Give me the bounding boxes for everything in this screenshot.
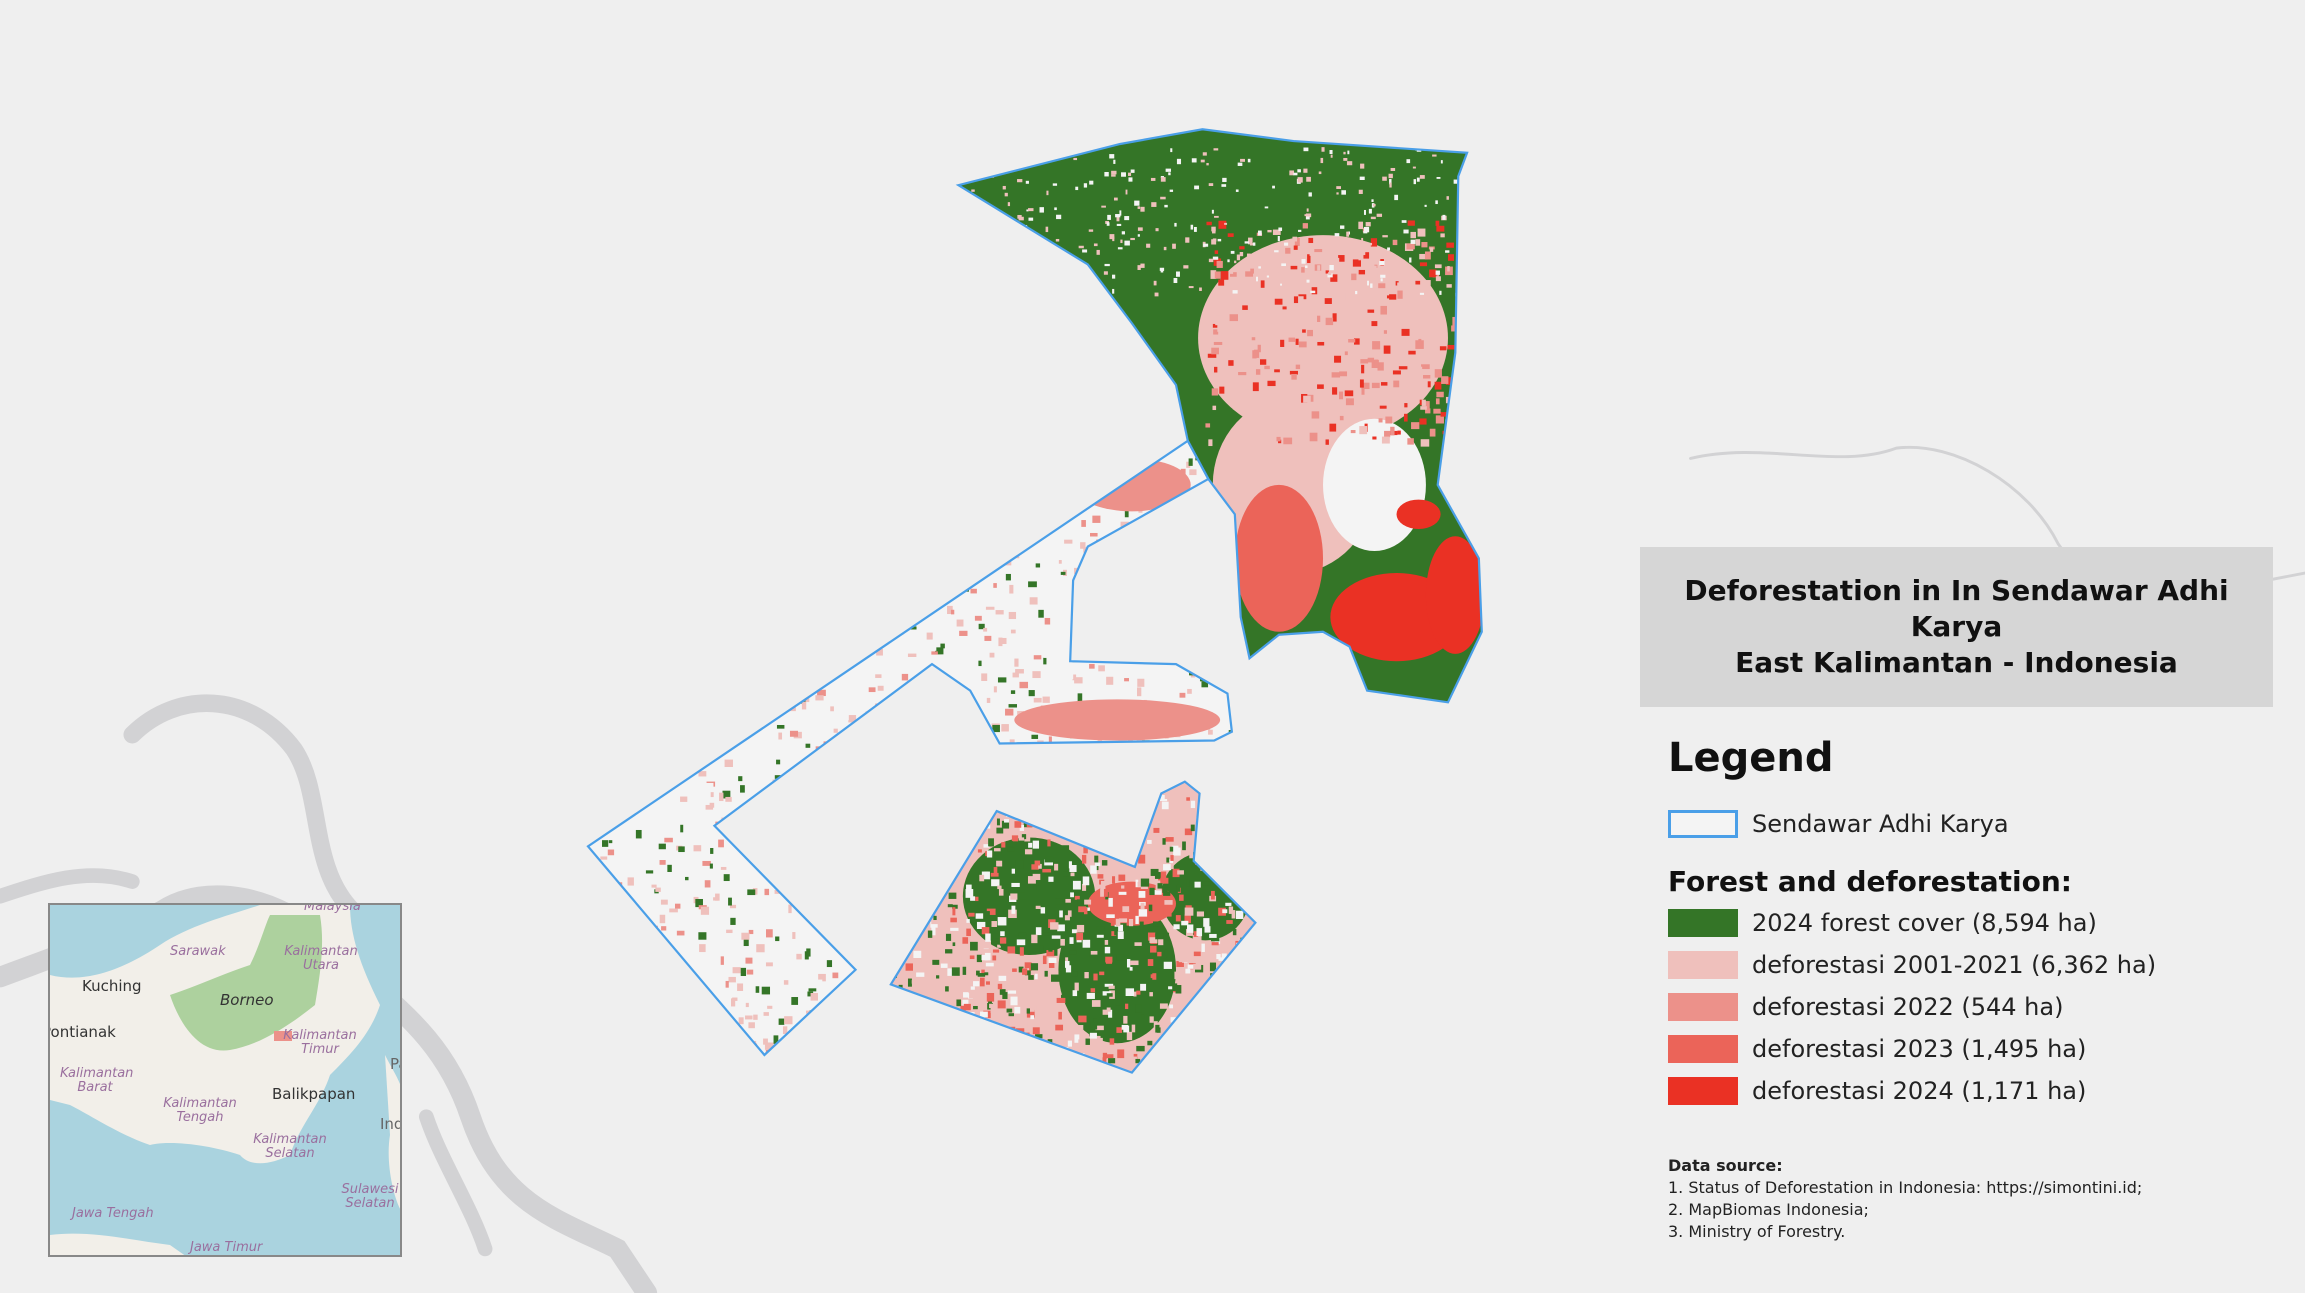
label-sarawak: Sarawak (170, 944, 226, 959)
legend-item: deforestasi 2023 (1,495 ha) (1668, 1028, 2268, 1070)
data-source: Data source: 1. Status of Deforestation … (1668, 1155, 2142, 1243)
legend: Legend Sendawar Adhi Karya Forest and de… (1668, 735, 2268, 1112)
label-kaltim: Kalimantan Timur (283, 1028, 357, 1057)
label-borneo: Borneo (220, 991, 274, 1009)
label-balikpapan: Balikpapan (272, 1085, 356, 1103)
data-source-line: 2. MapBiomas Indonesia; (1668, 1200, 1869, 1219)
legend-label: Sendawar Adhi Karya (1752, 810, 2009, 838)
legend-label: deforestasi 2001-2021 (6,362 ha) (1752, 951, 2157, 979)
label-kalsel: Kalimantan Selatan (253, 1132, 327, 1161)
label-kalteng: Kalimantan Tengah (163, 1096, 237, 1125)
map-title-line2: East Kalimantan - Indonesia (1735, 646, 2178, 679)
legend-item: deforestasi 2024 (1,171 ha) (1668, 1070, 2268, 1112)
label-pa: Pa (390, 1055, 400, 1073)
legend-label: deforestasi 2022 (544 ha) (1752, 993, 2064, 1021)
boundary-outline[interactable] (586, 128, 1483, 1074)
label-sulsel: Sulawesi Selatan (341, 1182, 399, 1211)
legend-swatch (1668, 951, 1738, 979)
legend-section-title: Forest and deforestation: (1668, 865, 2072, 898)
label-pontianak: Pontianak (48, 1023, 116, 1041)
legend-item-boundary: Sendawar Adhi Karya (1668, 803, 2268, 845)
label-malaysia: Malaysia (304, 903, 361, 914)
map-title-box: Deforestation in In Sendawar Adhi Karya … (1640, 547, 2273, 707)
legend-label: deforestasi 2023 (1,495 ha) (1752, 1035, 2087, 1063)
legend-item: 2024 forest cover (8,594 ha) (1668, 902, 2268, 944)
legend-item: deforestasi 2022 (544 ha) (1668, 986, 2268, 1028)
data-source-heading: Data source: (1668, 1156, 1783, 1175)
label-kaltara: Kalimantan Utara (284, 944, 358, 973)
legend-swatch (1668, 1077, 1738, 1105)
data-source-line: 1. Status of Deforestation in Indonesia:… (1668, 1178, 2143, 1197)
boundary-swatch (1668, 810, 1738, 838)
legend-swatch (1668, 1035, 1738, 1063)
legend-label: 2024 forest cover (8,594 ha) (1752, 909, 2097, 937)
legend-heading: Legend (1668, 735, 1834, 781)
locator-inset-map[interactable]: Malaysia Sarawak Kalimantan Utara Kuchin… (48, 903, 402, 1257)
map-title-line1: Deforestation in In Sendawar Adhi Karya (1684, 574, 2229, 643)
label-indonesia: Ind (380, 1115, 402, 1133)
legend-item: deforestasi 2001-2021 (6,362 ha) (1668, 944, 2268, 986)
label-jateng: Jawa Tengah (72, 1206, 154, 1221)
label-kalbar: Kalimantan Barat (60, 1066, 134, 1095)
study-area-marker (274, 1031, 292, 1041)
label-kuching: Kuching (82, 977, 142, 995)
south-block-fill (890, 781, 1256, 1073)
data-source-line: 3. Ministry of Forestry. (1668, 1222, 1846, 1241)
inset-basemap (50, 905, 400, 1255)
legend-label: deforestasi 2024 (1,171 ha) (1752, 1077, 2087, 1105)
label-jatim: Jawa Timur (190, 1240, 263, 1255)
legend-swatch (1668, 909, 1738, 937)
legend-swatch (1668, 993, 1738, 1021)
